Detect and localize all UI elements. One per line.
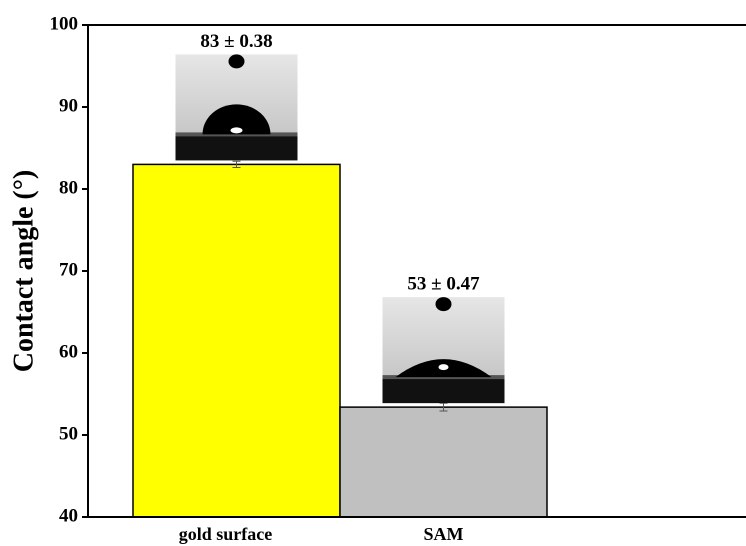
y-tick-label: 70 [59, 259, 78, 280]
y-tick-label: 60 [59, 341, 78, 362]
y-tick-label: 100 [50, 13, 79, 34]
needle-drop [229, 54, 245, 68]
droplet-image [176, 54, 298, 160]
y-tick-label: 50 [59, 423, 78, 444]
drop-glint [231, 127, 243, 133]
bar [133, 164, 340, 517]
image-base [176, 134, 298, 160]
y-tick-label: 90 [59, 95, 78, 116]
needle-drop [436, 297, 452, 311]
value-label: 53 ± 0.47 [407, 273, 480, 294]
droplet-image [383, 297, 505, 403]
y-tick-label: 40 [59, 505, 78, 526]
value-label: 83 ± 0.38 [200, 31, 272, 52]
x-tick-label: SAM [424, 524, 464, 544]
x-tick-label: gold surface [179, 524, 273, 544]
y-tick-label: 80 [59, 177, 78, 198]
chart: Contact angle (°) 40 50 60 70 80 90 100 83 ± 0.… [0, 0, 746, 546]
bar [340, 407, 547, 517]
drop-glint [439, 364, 449, 370]
y-axis-label: Contact angle (°) [8, 170, 39, 373]
image-base [383, 377, 505, 403]
